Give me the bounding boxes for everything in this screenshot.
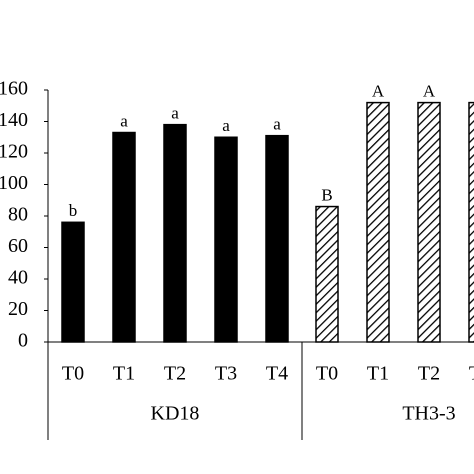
y-tick-label: 100 <box>0 172 28 194</box>
x-tick-label: T0 <box>316 363 338 385</box>
y-tick-label: 140 <box>0 109 28 131</box>
y-tick-label: 60 <box>8 235 28 257</box>
y-tick-label: 20 <box>8 298 28 320</box>
bar <box>366 101 390 343</box>
letter-label: B <box>321 185 332 204</box>
bar <box>214 136 238 343</box>
x-tick-label: T3 <box>215 363 237 385</box>
y-tick-label: 120 <box>0 141 28 163</box>
x-tick-label: T2 <box>164 363 186 385</box>
y-tick-label: 40 <box>8 267 28 289</box>
letter-label: A <box>423 82 436 101</box>
y-tick-label: 160 <box>0 78 28 100</box>
bar <box>112 131 136 343</box>
bar <box>315 205 339 343</box>
bar <box>417 101 441 343</box>
bar <box>265 134 289 343</box>
bar <box>468 101 474 343</box>
y-tick-label: 0 <box>18 330 28 352</box>
x-tick-label: T1 <box>367 363 389 385</box>
letter-label: a <box>120 111 128 130</box>
x-tick-label: T4 <box>266 363 288 385</box>
group-label: KD18 <box>151 403 200 425</box>
group-label: TH3-3 <box>402 403 455 425</box>
letter-label: a <box>171 104 179 123</box>
y-tick-label: 80 <box>8 204 28 226</box>
bar <box>61 221 85 343</box>
letter-label: A <box>372 82 385 101</box>
x-tick-label: T0 <box>62 363 84 385</box>
letter-label: b <box>69 201 78 220</box>
x-tick-label: T1 <box>113 363 135 385</box>
letter-label: a <box>273 115 281 134</box>
bar <box>163 123 187 343</box>
letter-label: a <box>222 116 230 135</box>
x-tick-label: T3 <box>469 363 474 385</box>
x-tick-label: T2 <box>418 363 440 385</box>
